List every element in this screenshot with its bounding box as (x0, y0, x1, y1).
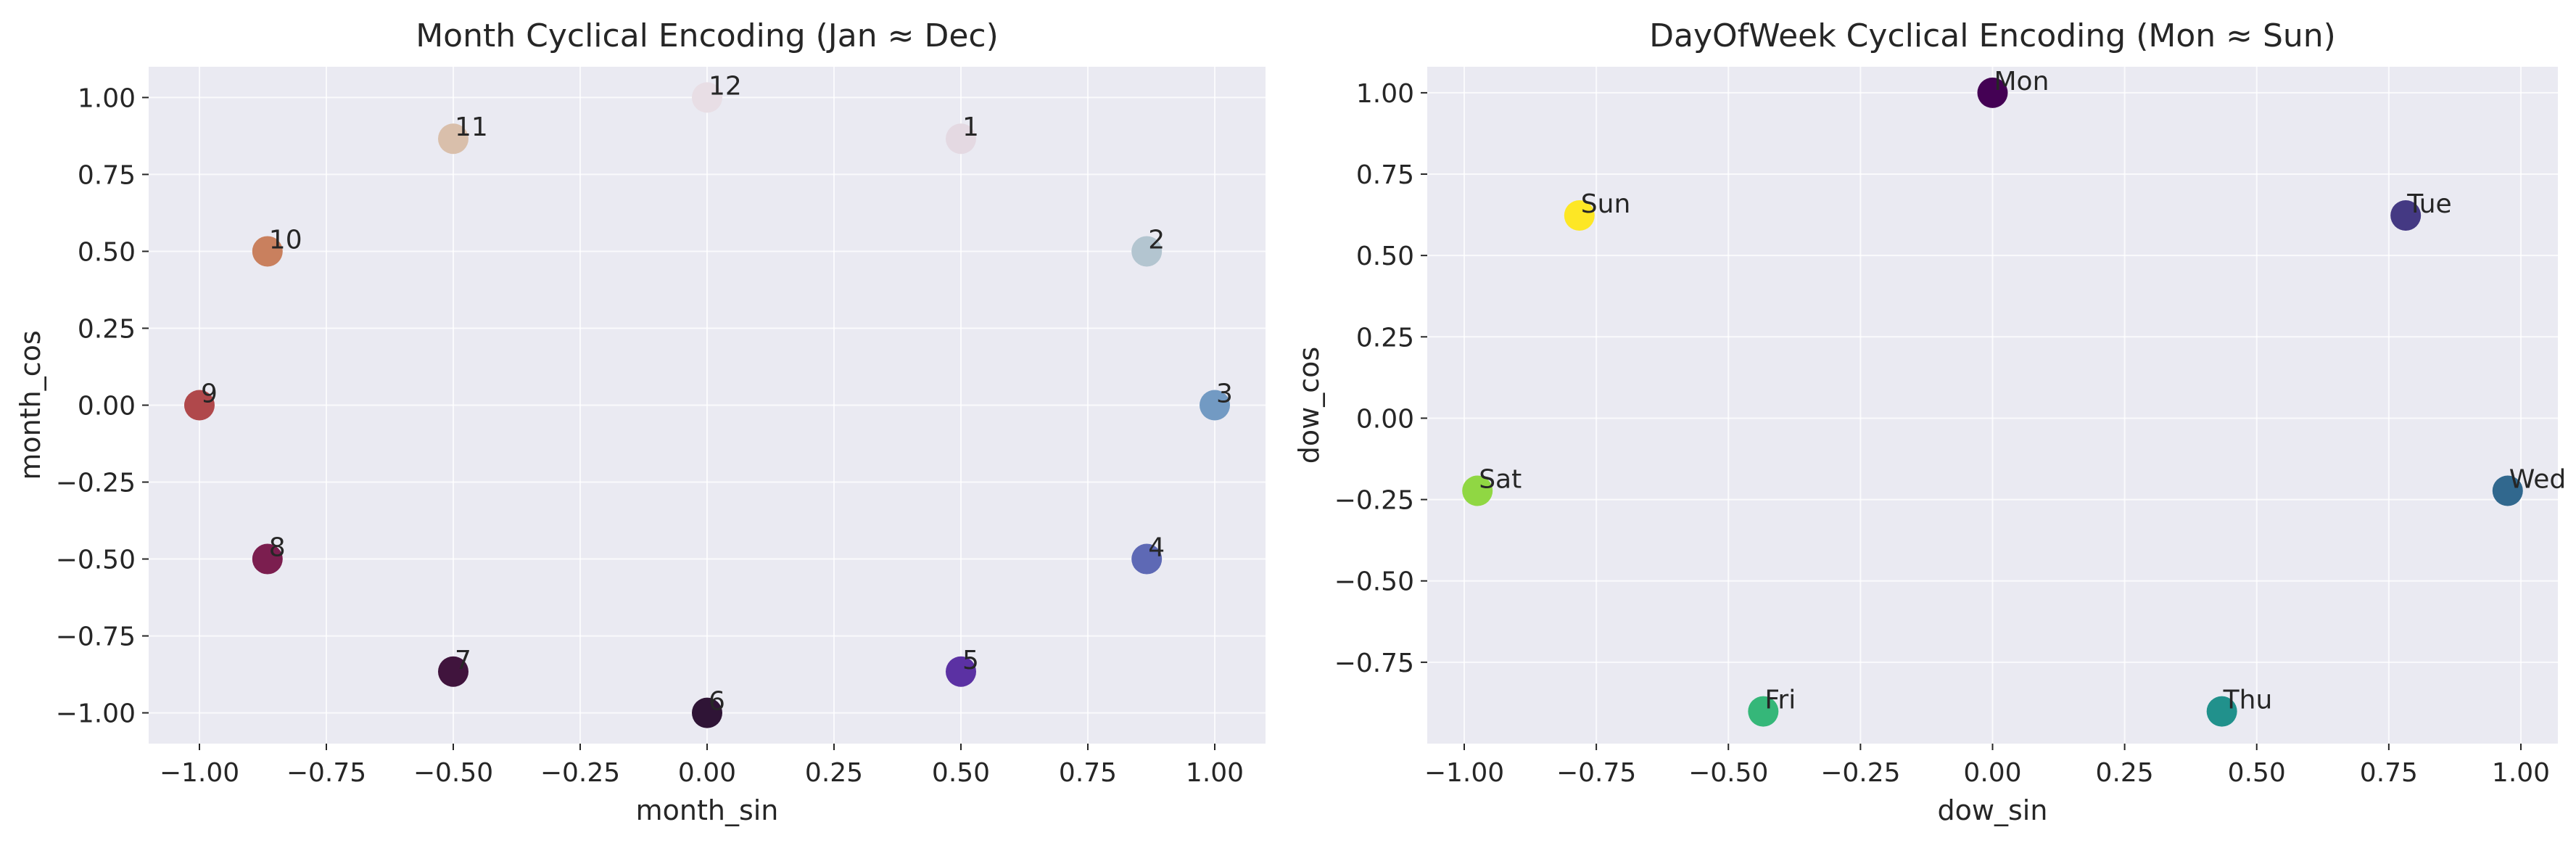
month-point-label: 8 (269, 533, 286, 563)
dow-x-tick-label: 0.75 (2360, 758, 2418, 788)
month-point-label: 11 (455, 112, 488, 142)
dow-y-tick-label: 0.50 (1356, 242, 1414, 271)
month-point-label: 1 (962, 112, 979, 142)
dow-chart-title: DayOfWeek Cyclical Encoding (Mon ≈ Sun) (1649, 17, 2336, 54)
dow-y-tick-label: −0.25 (1334, 486, 1414, 516)
dow-x-tick-label: 0.25 (2096, 758, 2154, 788)
month-point (1200, 390, 1230, 421)
month-point-label: 2 (1148, 225, 1165, 255)
dow-y-tick-label: 1.00 (1356, 79, 1414, 109)
month-point-label: 9 (201, 379, 218, 409)
month-point-label: 5 (962, 646, 979, 675)
dow-point (1564, 200, 1595, 231)
month-point-label: 3 (1216, 379, 1233, 409)
dow-point (2390, 200, 2422, 231)
dow-x-tick-label: −0.25 (1820, 758, 1900, 788)
dow-x-axis-label: dow_sin (1938, 794, 2048, 826)
month-point (692, 82, 722, 113)
dow-point-label: Tue (2406, 189, 2452, 219)
month-point-label: 12 (709, 71, 742, 101)
dow-y-tick-label: −0.50 (1334, 567, 1414, 597)
dow-point-label: Sat (1479, 464, 1522, 494)
dow-y-tick-label: 0.00 (1356, 404, 1414, 434)
dow-y-tick-label: 0.25 (1356, 323, 1414, 353)
month-point-label: 4 (1148, 533, 1165, 563)
month-y-axis-label: month_cos (15, 330, 46, 480)
month-x-tick-label: 0.50 (932, 758, 990, 788)
month-x-tick-label: 0.00 (678, 758, 736, 788)
month-y-tick-label: 0.25 (78, 314, 136, 344)
month-y-tick-label: 0.00 (78, 392, 136, 422)
dow-point-label: Sun (1581, 189, 1630, 219)
month-point-label: 10 (269, 225, 302, 255)
dow-points: Mon Tue Wed Thu Fri Sat Sun (1462, 67, 2566, 727)
month-x-tick-label: −0.25 (540, 758, 620, 788)
dow-y-axis-label: dow_cos (1293, 347, 1325, 464)
month-point (1131, 236, 1163, 267)
month-point (184, 390, 215, 421)
dow-point (2206, 696, 2237, 727)
dow-grid (1427, 67, 2558, 744)
month-y-tick-label: −0.25 (56, 469, 136, 498)
month-point (946, 656, 976, 687)
month-point-label: 6 (709, 687, 725, 717)
month-y-tick-label: −0.75 (56, 622, 136, 652)
dow-x-tick-label: 0.00 (1963, 758, 2021, 788)
month-y-tick-label: −0.50 (56, 546, 136, 575)
dow-y-tick-label: 0.75 (1356, 160, 1414, 190)
dow-x-tick-label: −0.75 (1556, 758, 1636, 788)
month-y-tick-label: 0.50 (78, 237, 136, 267)
month-grid (149, 67, 1266, 744)
month-y-tick-label: 1.00 (78, 83, 136, 113)
month-point (1131, 543, 1163, 575)
dow-point-label: Mon (1994, 67, 2049, 96)
month-chart: −1.00 −0.75 −0.50 −0.25 0.00 0.25 0.50 0.75 1.00… (15, 17, 1266, 826)
dow-y-tick-label: −0.75 (1334, 649, 1414, 678)
month-point (252, 543, 283, 575)
month-y-tick-label: 0.75 (78, 160, 136, 190)
dow-point (1977, 77, 2008, 108)
month-point-label: 7 (455, 646, 471, 675)
month-ticks: −1.00 −0.75 −0.50 −0.25 0.00 0.25 0.50 0.75 1.00… (56, 83, 1244, 788)
month-point (252, 236, 283, 267)
dow-point-label: Fri (1764, 686, 1796, 715)
dow-x-tick-label: −0.50 (1688, 758, 1768, 788)
month-x-tick-label: −1.00 (160, 758, 239, 788)
month-chart-title: Month Cyclical Encoding (Jan ≈ Dec) (416, 17, 999, 54)
month-x-axis-label: month_sin (636, 794, 779, 826)
dow-ticks: −1.00 −0.75 −0.50 −0.25 0.00 0.25 0.50 0.75 1.00… (1334, 79, 2550, 788)
dow-point-label: Wed (2509, 464, 2567, 494)
month-point (692, 697, 722, 728)
dow-point (1748, 696, 1779, 727)
dow-point-label: Thu (2223, 686, 2273, 715)
dow-x-tick-label: 1.00 (2492, 758, 2550, 788)
dow-chart: −1.00 −0.75 −0.50 −0.25 0.00 0.25 0.50 0.75 1.00… (1293, 17, 2566, 826)
month-x-tick-label: −0.75 (286, 758, 366, 788)
month-x-tick-label: −0.50 (413, 758, 493, 788)
month-x-tick-label: 0.75 (1059, 758, 1117, 788)
month-x-tick-label: 0.25 (805, 758, 863, 788)
dow-point (1462, 475, 1493, 506)
dow-point (2492, 475, 2523, 506)
month-y-tick-label: −1.00 (56, 699, 136, 729)
month-point (438, 123, 468, 155)
month-x-tick-label: 1.00 (1186, 758, 1244, 788)
month-point (946, 123, 976, 155)
dow-x-tick-label: −1.00 (1424, 758, 1504, 788)
month-point (438, 656, 468, 687)
dow-x-tick-label: 0.50 (2228, 758, 2286, 788)
